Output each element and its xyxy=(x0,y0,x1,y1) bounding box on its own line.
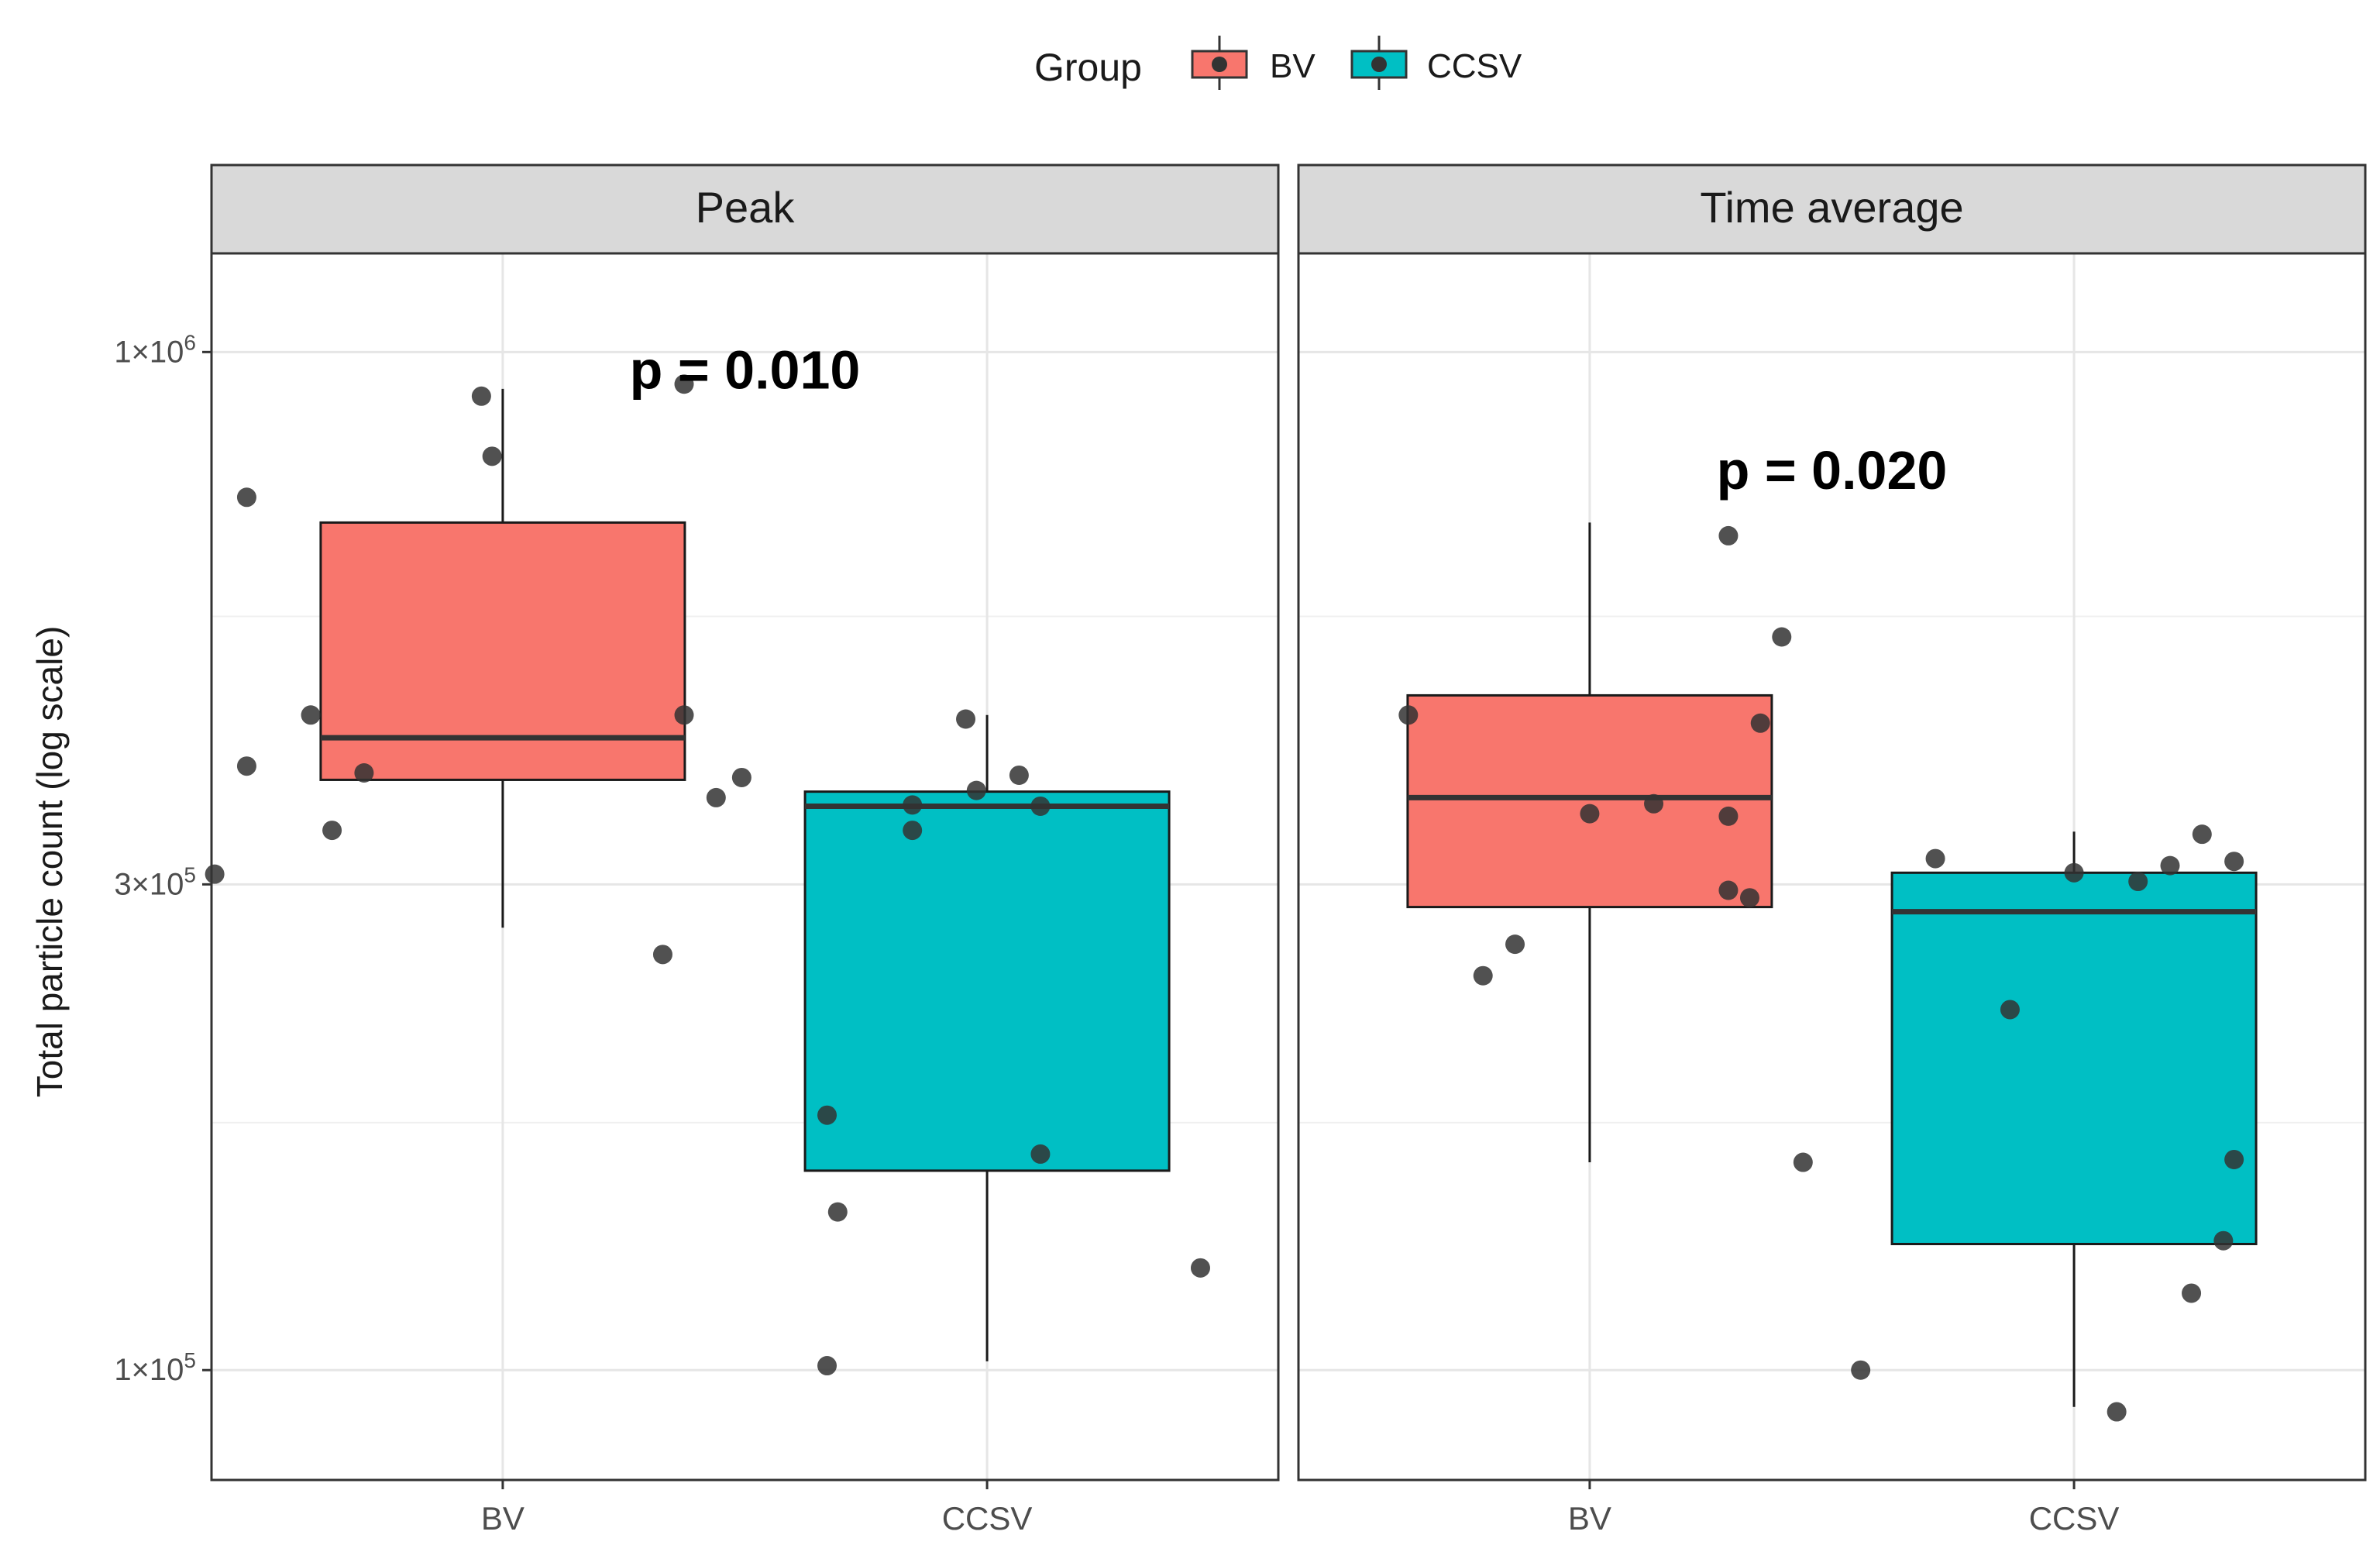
data-point xyxy=(1718,806,1739,826)
data-point xyxy=(652,945,672,965)
data-point xyxy=(1030,1144,1051,1164)
box-ccsv xyxy=(1851,824,2258,1422)
strip-background xyxy=(210,163,1280,255)
data-point xyxy=(1750,713,1770,733)
data-point xyxy=(1718,525,1739,545)
y-tick-label: 3×105 xyxy=(114,862,196,901)
data-point xyxy=(1473,965,1493,986)
data-point xyxy=(674,705,694,725)
data-point xyxy=(236,487,256,508)
box-iqr xyxy=(1406,693,1773,909)
data-point xyxy=(1644,793,1664,814)
data-point xyxy=(2213,1230,2234,1251)
data-point xyxy=(2182,1283,2202,1303)
data-point xyxy=(674,374,694,394)
data-point xyxy=(966,780,986,800)
data-point xyxy=(2064,862,2084,883)
data-point xyxy=(2224,852,2244,872)
data-point xyxy=(301,705,321,725)
legend-label-ccsv: CCSV xyxy=(1427,47,1522,85)
data-point xyxy=(903,821,923,841)
legend-key-ccsv xyxy=(1350,36,1408,90)
panel-time-average: Time average p = 0.020 BV CCSV xyxy=(1297,163,2367,1537)
box-iqr xyxy=(1890,871,2258,1245)
p-value-annotation: p = 0.010 xyxy=(630,340,861,401)
x-tick-label-ccsv: CCSV xyxy=(2029,1500,2120,1537)
data-point xyxy=(1009,765,1029,785)
p-value-annotation: p = 0.020 xyxy=(1717,440,1948,501)
data-point xyxy=(322,821,342,841)
box-iqr xyxy=(803,790,1171,1172)
panel-peak: Peak p = 0.010 BV CCSV 1×105 3×105 1×106 xyxy=(114,163,1280,1537)
data-point xyxy=(1793,1152,1813,1172)
strip-label-peak: Peak xyxy=(696,183,796,232)
data-point xyxy=(903,795,923,815)
x-tick-label-bv: BV xyxy=(1568,1500,1611,1537)
data-point xyxy=(1505,934,1525,955)
data-point xyxy=(482,446,502,466)
data-point xyxy=(1851,1360,1871,1380)
box-ccsv xyxy=(731,709,1210,1376)
legend-title: Group xyxy=(1034,46,1142,89)
data-point xyxy=(956,709,976,729)
data-point xyxy=(1718,880,1739,900)
legend-key-point xyxy=(1371,57,1387,72)
data-point xyxy=(2192,824,2212,845)
legend: Group BV CCSV xyxy=(1034,36,1522,90)
data-point xyxy=(827,1202,848,1222)
data-point xyxy=(817,1356,837,1376)
data-point xyxy=(1190,1258,1210,1278)
data-point xyxy=(706,787,726,807)
box-bv xyxy=(1398,522,1813,1172)
box-bv xyxy=(205,374,726,965)
strip-label-time-average: Time average xyxy=(1700,183,1963,232)
data-point xyxy=(2160,855,2180,876)
data-point xyxy=(2128,872,2148,892)
x-tick-label-bv: BV xyxy=(481,1500,524,1537)
box-iqr xyxy=(319,521,686,781)
data-point xyxy=(471,386,491,406)
y-tick-label: 1×105 xyxy=(114,1348,196,1387)
legend-key-point xyxy=(1212,57,1227,72)
y-axis-label: Total particle count (log scale) xyxy=(29,626,70,1098)
data-point xyxy=(205,864,225,884)
data-point xyxy=(1925,848,1945,869)
data-point xyxy=(1398,705,1419,725)
legend-label-bv: BV xyxy=(1270,47,1316,85)
data-point xyxy=(236,756,256,776)
data-point xyxy=(817,1105,837,1125)
data-point xyxy=(1580,804,1600,824)
data-point xyxy=(731,767,751,787)
strip-background xyxy=(1297,163,2367,255)
x-tick-label-ccsv: CCSV xyxy=(942,1500,1033,1537)
data-point xyxy=(1030,796,1051,816)
data-point xyxy=(1739,888,1759,908)
data-point xyxy=(1772,627,1792,647)
data-point xyxy=(354,763,374,783)
y-tick-label: 1×106 xyxy=(114,330,196,369)
data-point xyxy=(2107,1402,2127,1422)
legend-key-bv xyxy=(1191,36,1248,90)
data-point xyxy=(2000,1000,2020,1020)
data-point xyxy=(2224,1149,2244,1169)
